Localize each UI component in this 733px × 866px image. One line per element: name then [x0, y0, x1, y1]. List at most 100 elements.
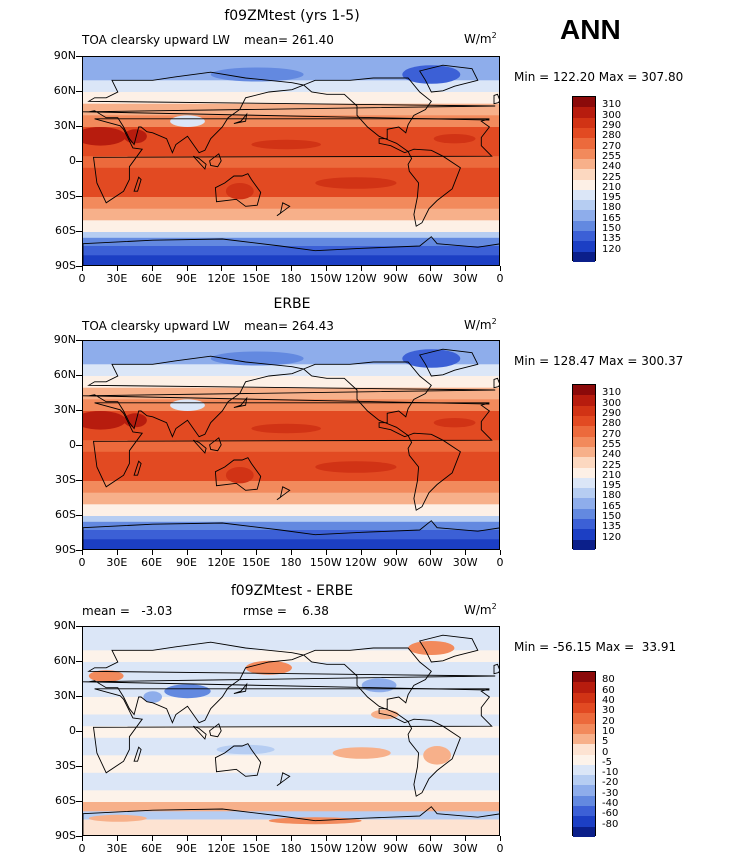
lon-tick-label: 60W [417, 556, 443, 569]
coastline [214, 457, 262, 491]
colorbar-segment [573, 127, 595, 139]
lon-tick [465, 266, 467, 271]
lon-tick-label: 30W [452, 272, 478, 285]
field-band [83, 726, 499, 739]
coastline [418, 64, 479, 93]
lon-tick-label: 120E [207, 272, 236, 285]
lat-tick-label: 90S [55, 543, 76, 556]
lon-tick-label: 180 [280, 842, 302, 855]
coastline [302, 77, 432, 154]
field-band [83, 440, 499, 453]
colorbar-segment [573, 775, 595, 786]
coastline [83, 236, 499, 265]
lon-tick-label: 0 [78, 272, 86, 285]
field-band [83, 521, 499, 531]
colorbar-label: -30 [602, 787, 619, 799]
field-band [83, 650, 499, 663]
colorbar-label: 310 [602, 387, 622, 399]
colorbar-segment [573, 436, 595, 447]
lat-tick [76, 480, 82, 481]
colorbar-segment [573, 467, 595, 478]
lat-tick-label: 0 [69, 154, 76, 167]
field-feature [423, 746, 451, 765]
colorbar-label: 310 [602, 99, 622, 111]
units-superscript: 2 [491, 317, 497, 326]
colorbar-label: 240 [602, 449, 622, 461]
lat-tick-label: 30S [55, 759, 76, 772]
lat-tick [76, 836, 82, 837]
colorbar-label: 180 [602, 202, 622, 214]
lon-tick [465, 550, 467, 555]
lon-tick [256, 266, 258, 271]
lat-tick-label: 30S [55, 473, 76, 486]
lon-tick [395, 266, 397, 271]
colorbar-segment [573, 498, 595, 509]
colorbar-label: 270 [602, 140, 622, 152]
lat-tick [76, 196, 82, 197]
lat-tick [76, 515, 82, 516]
colorbar-label: 280 [602, 130, 622, 142]
lon-tick [186, 550, 188, 555]
field-feature [83, 411, 126, 430]
lon-tick [360, 836, 362, 841]
lon-tick [395, 550, 397, 555]
lon-tick [116, 550, 118, 555]
lon-tick [151, 836, 153, 841]
colorbar-label: 255 [602, 438, 622, 450]
field-band [83, 697, 499, 715]
colorbar-label: 165 [602, 500, 622, 512]
field-band [83, 208, 499, 221]
field-feature [402, 349, 461, 368]
colorbar-segment [573, 220, 595, 232]
lon-tick-label: 90E [176, 556, 197, 569]
lon-tick [116, 836, 118, 841]
lon-tick-label: 0 [496, 272, 504, 285]
field-band [83, 811, 499, 820]
colorbar-label: 5 [602, 736, 609, 748]
lon-tick-label: 30W [452, 556, 478, 569]
colorbar-segment [573, 415, 595, 427]
colorbar-segment [573, 179, 595, 190]
panel-minmax: Min = 122.20 Max = 307.80 [514, 70, 684, 84]
field-band [83, 156, 499, 169]
field-band [83, 790, 499, 803]
coastline [214, 173, 262, 207]
colorbar-segment [573, 405, 595, 416]
colorbar-label: -20 [602, 777, 619, 789]
lat-tick-label: 0 [69, 438, 76, 451]
coastline [214, 743, 262, 777]
field-feature [433, 418, 476, 428]
colorbar [572, 671, 596, 837]
lon-tick-label: 90E [176, 842, 197, 855]
lon-tick-label: 120W [344, 272, 377, 285]
field-feature [315, 177, 397, 189]
colorbar-segment [573, 169, 595, 180]
colorbar-segment [573, 692, 595, 703]
lon-tick-label: 30E [106, 842, 128, 855]
lon-tick [430, 550, 432, 555]
lon-tick [116, 266, 118, 271]
colorbar-segment [573, 117, 595, 128]
lat-tick-label: 30N [53, 689, 76, 702]
lon-tick-label: 60E [141, 556, 163, 569]
colorbar-label: 280 [602, 418, 622, 430]
lat-tick [76, 550, 82, 551]
colorbar [572, 384, 596, 550]
lat-tick [76, 766, 82, 767]
colorbar-label: -60 [602, 808, 619, 820]
colorbar-label: 40 [602, 694, 615, 706]
colorbar-label: 210 [602, 469, 622, 481]
field-feature [433, 134, 476, 144]
lon-tick-label: 0 [496, 556, 504, 569]
lat-tick [76, 696, 82, 697]
field-band [83, 103, 499, 116]
coastline [209, 153, 222, 168]
field-feature [210, 351, 304, 366]
colorbar-segment [573, 785, 595, 796]
field-feature [210, 67, 304, 82]
lat-tick-label: 60S [55, 224, 76, 237]
lon-tick-label: 60W [417, 842, 443, 855]
field-band [83, 737, 499, 756]
map-frame [82, 340, 500, 550]
coastline [192, 155, 207, 170]
